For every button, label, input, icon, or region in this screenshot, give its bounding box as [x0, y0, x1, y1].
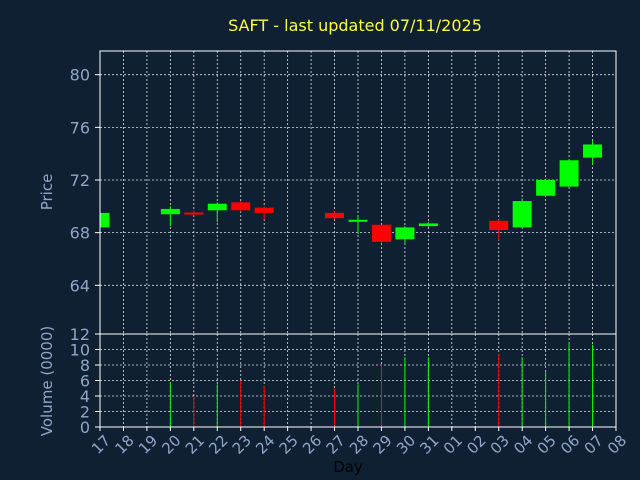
x-tick-label: 27: [323, 432, 349, 458]
price-candles: [99, 140, 603, 245]
x-tick-label: 31: [416, 432, 442, 458]
x-tick-label: 04: [510, 432, 536, 458]
x-ticks: 1718192021222324252627282930310102030405…: [88, 427, 630, 458]
x-tick-label: 26: [299, 432, 325, 458]
price-axis-label: Price: [38, 174, 56, 211]
chart-title: SAFT - last updated 07/11/2025: [228, 16, 482, 35]
candle-body: [207, 203, 227, 211]
candle-body: [160, 208, 180, 215]
volume-tick-label: 4: [80, 387, 90, 406]
candle-body: [489, 220, 509, 231]
price-y-ticks: 64 68 72 76 80: [70, 66, 100, 295]
price-tick-label: 72: [70, 171, 90, 190]
x-tick-label: 29: [369, 432, 395, 458]
candle-body: [325, 212, 345, 219]
candle-body: [348, 219, 368, 222]
x-axis-label: Day: [333, 458, 363, 476]
candle-body: [418, 223, 438, 227]
x-tick-label: 02: [463, 432, 489, 458]
price-tick-label: 76: [70, 118, 90, 137]
x-tick-label: 28: [346, 432, 372, 458]
candle-body: [395, 227, 415, 240]
x-tick-label: 25: [276, 432, 302, 458]
candle-body: [512, 201, 532, 228]
x-tick-label: 23: [229, 432, 255, 458]
candle-body: [100, 212, 110, 228]
volume-tick-label: 0: [80, 418, 90, 437]
volume-tick-label: 6: [80, 372, 90, 391]
candle-body: [559, 160, 579, 187]
x-tick-label: 22: [205, 432, 231, 458]
x-tick-label: 18: [111, 432, 137, 458]
price-tick-label: 68: [70, 224, 90, 243]
price-tick-label: 80: [70, 66, 90, 85]
x-tick-label: 24: [252, 432, 278, 458]
volume-bars: [169, 343, 594, 427]
x-tick-label: 17: [88, 432, 114, 458]
x-tick-label: 06: [557, 432, 583, 458]
candle-body: [254, 207, 274, 213]
x-tick-label: 07: [581, 432, 607, 458]
x-tick-label: 30: [393, 432, 419, 458]
x-tick-label: 05: [534, 432, 560, 458]
candle-body: [536, 179, 556, 196]
candle-body: [583, 144, 603, 158]
volume-tick-label: 10: [70, 341, 90, 360]
volume-tick-label: 12: [70, 325, 90, 344]
volume-tick-label: 8: [80, 356, 90, 375]
x-tick-label: 20: [158, 432, 184, 458]
x-tick-label: 01: [440, 432, 466, 458]
price-tick-label: 64: [70, 276, 90, 295]
x-tick-label: 19: [135, 432, 161, 458]
x-tick-label: 03: [487, 432, 513, 458]
volume-tick-label: 2: [80, 403, 90, 422]
x-tick-label: 08: [604, 432, 630, 458]
candle-body: [184, 212, 204, 215]
volume-axis-label: Volume (0000): [38, 326, 56, 436]
x-tick-label: 21: [182, 432, 208, 458]
candle-body: [371, 224, 391, 242]
candle-body: [231, 202, 251, 211]
